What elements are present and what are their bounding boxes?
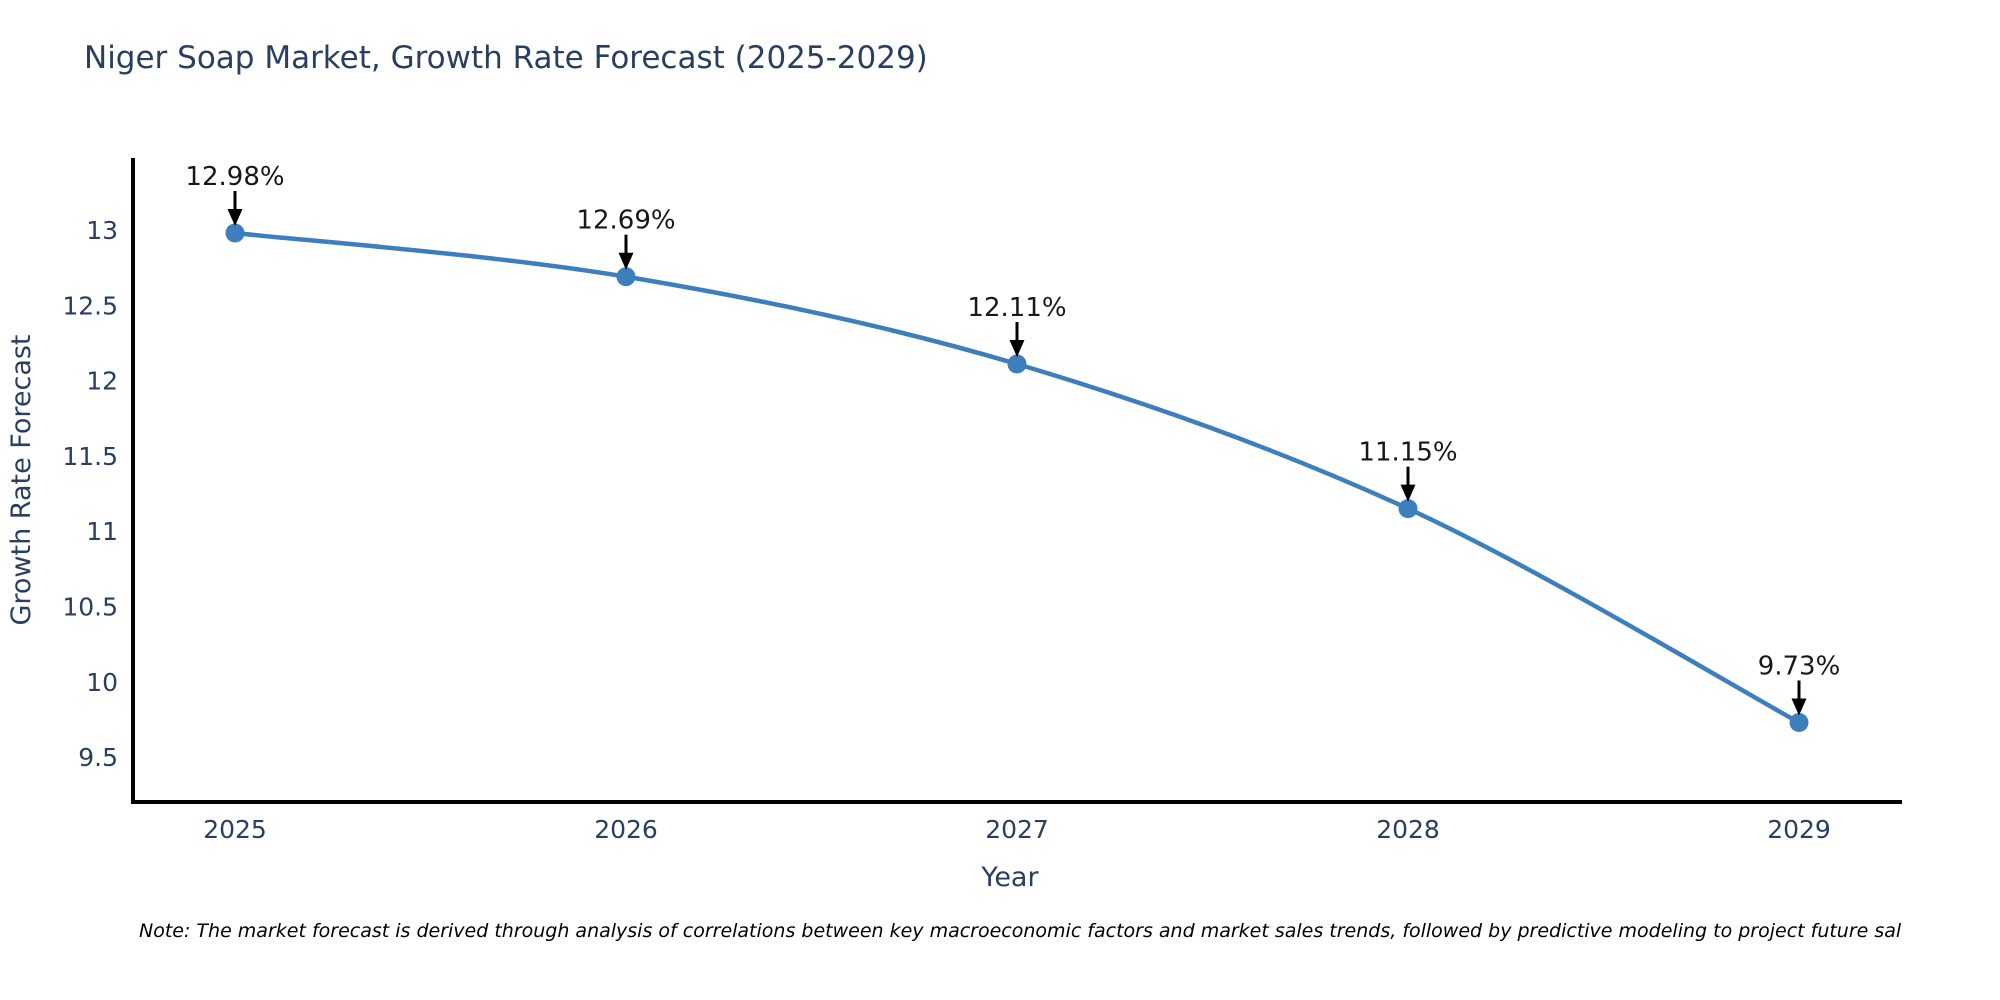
chart-title: Niger Soap Market, Growth Rate Forecast … bbox=[84, 40, 928, 76]
down-arrow-icon bbox=[1400, 484, 1416, 502]
y-tick-label: 11 bbox=[86, 517, 118, 546]
y-axis-title: Growth Rate Forecast bbox=[6, 334, 37, 625]
y-tick-label: 12.5 bbox=[62, 291, 118, 320]
y-tick-label: 13 bbox=[86, 216, 118, 245]
y-tick-label: 10.5 bbox=[62, 593, 118, 622]
down-arrow-icon bbox=[1791, 698, 1807, 716]
x-tick-label: 2026 bbox=[594, 815, 658, 844]
point-value-label: 9.73% bbox=[1758, 652, 1841, 682]
y-tick-label: 12 bbox=[86, 367, 118, 396]
data-point-marker bbox=[616, 267, 636, 287]
data-point-marker bbox=[1398, 499, 1418, 519]
y-tick-label: 11.5 bbox=[62, 442, 118, 471]
down-arrow-icon bbox=[1009, 340, 1025, 357]
data-point-marker bbox=[1789, 713, 1809, 732]
point-value-label: 12.11% bbox=[967, 293, 1066, 323]
y-tick-label: 9.5 bbox=[78, 743, 118, 772]
chart-footnote: Note: The market forecast is derived thr… bbox=[139, 920, 1902, 942]
x-tick-label: 2028 bbox=[1376, 815, 1440, 844]
x-tick-label: 2027 bbox=[985, 815, 1049, 844]
data-point-marker bbox=[225, 223, 245, 243]
x-axis-title: Year bbox=[980, 862, 1039, 893]
data-point-marker bbox=[1007, 354, 1027, 374]
point-value-label: 11.15% bbox=[1358, 438, 1457, 468]
y-tick-label: 10 bbox=[86, 668, 118, 697]
x-tick-label: 2025 bbox=[203, 815, 267, 844]
point-value-label: 12.98% bbox=[185, 162, 284, 192]
down-arrow-icon bbox=[227, 209, 243, 226]
point-value-label: 12.69% bbox=[576, 206, 675, 236]
down-arrow-icon bbox=[618, 252, 634, 270]
x-tick-label: 2029 bbox=[1767, 815, 1831, 844]
